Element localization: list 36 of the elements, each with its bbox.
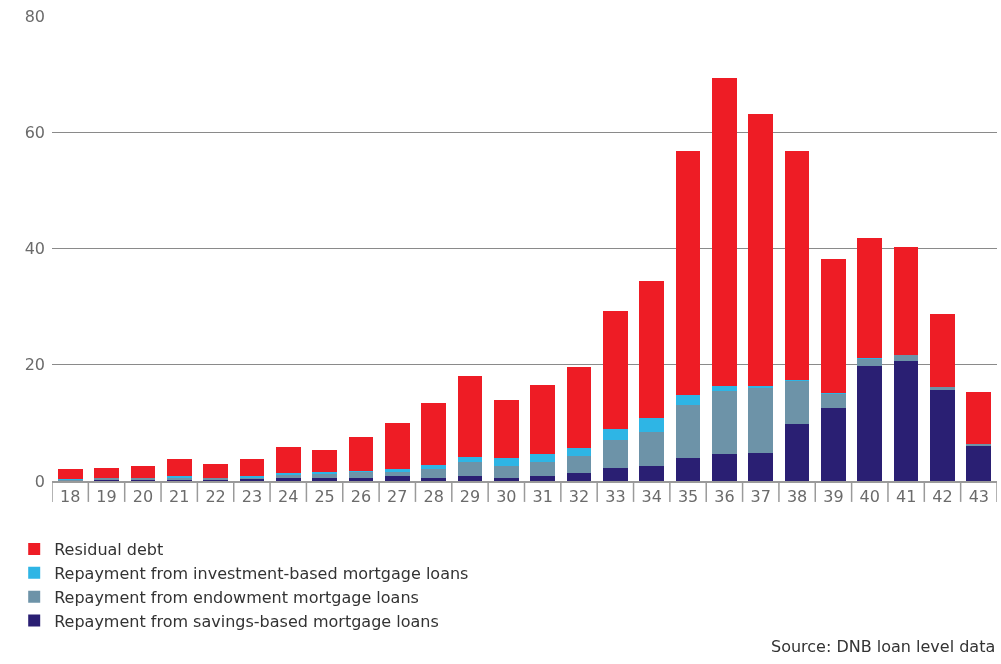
x-tick-label: 39 <box>823 487 844 507</box>
x-tick-label: 23 <box>241 487 263 507</box>
x-tick-label: 22 <box>205 487 226 507</box>
x-tick-label: 28 <box>423 487 444 507</box>
x-tick-label: 41 <box>895 487 917 507</box>
legend-label: Repayment from endowment mortgage loans <box>54 587 419 607</box>
x-tick-label: 36 <box>714 487 735 507</box>
source-note: Source: DNB loan level data <box>771 637 996 656</box>
x-tick-label: 20 <box>132 487 154 507</box>
x-tick-label: 25 <box>314 487 335 507</box>
legend-label: Repayment from savings-based mortgage loans <box>54 611 439 631</box>
x-tick-label: 38 <box>786 487 808 507</box>
y-tick-label: 60 <box>24 122 45 142</box>
legend-label: Repayment from investment-based mortgage loans <box>54 564 469 584</box>
x-tick-label: 34 <box>641 487 662 507</box>
y-tick-label: 20 <box>24 355 45 375</box>
x-tick-label: 33 <box>605 487 626 507</box>
x-tick-label: 43 <box>968 487 990 507</box>
x-tick-label: 19 <box>96 487 117 507</box>
x-tick-label: 40 <box>859 487 880 507</box>
x-tick-label: 18 <box>59 487 81 507</box>
x-tick-label: 29 <box>459 487 481 507</box>
x-tick-label: 42 <box>932 487 953 507</box>
x-tick-label: 31 <box>532 487 553 507</box>
x-tick-label: 27 <box>387 487 408 507</box>
x-tick-label: 30 <box>496 487 517 507</box>
y-tick-label: 80 <box>24 6 45 26</box>
x-tick-label: 35 <box>677 487 699 507</box>
x-tick-label: 21 <box>169 487 190 507</box>
y-tick-label: 40 <box>24 239 45 259</box>
x-tick-label: 26 <box>350 487 372 507</box>
x-tick-label: 37 <box>750 487 771 507</box>
x-tick-label: 32 <box>568 487 590 507</box>
legend-label: Residual debt <box>54 540 164 560</box>
x-tick-label: 24 <box>278 487 299 507</box>
y-tick-label: 0 <box>34 471 45 491</box>
